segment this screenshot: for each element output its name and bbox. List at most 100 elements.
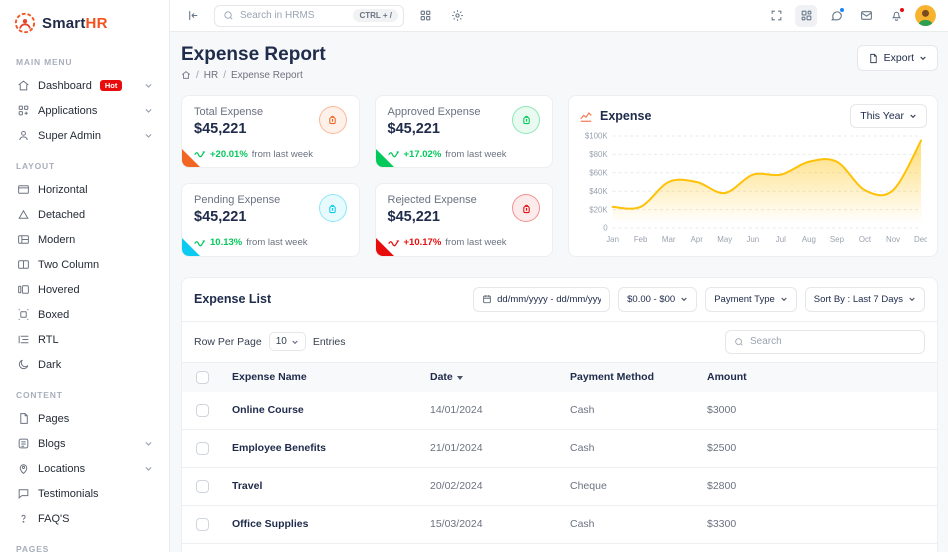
sidebar-item-modern[interactable]: Modern: [12, 227, 157, 252]
cell-payment-method: Cheque: [560, 543, 697, 552]
sidebar-item-label: Blogs: [38, 438, 66, 450]
sidebar-section-label: CONTENT: [16, 390, 153, 400]
sidebar-item-super-admin[interactable]: Super Admin: [12, 123, 157, 148]
boxed-icon: [16, 308, 30, 322]
rows-per-page-select[interactable]: 10: [269, 332, 306, 351]
money-bag-icon: [512, 194, 540, 222]
cell-amount: $3000: [697, 392, 937, 430]
stat-label: Approved Expense: [388, 106, 481, 118]
cell-date: 14/01/2024: [420, 392, 560, 430]
stat-change: +20.01%: [210, 149, 248, 160]
cell-payment-method: Cash: [560, 505, 697, 543]
column-header-expense-name[interactable]: Expense Name: [222, 363, 420, 392]
stat-change-note: from last week: [252, 149, 313, 160]
sidebar-item-two-column[interactable]: Two Column: [12, 252, 157, 277]
chevron-down-icon: [680, 295, 688, 303]
stat-card-approved-expense: Approved Expense$45,221+17.02%from last …: [375, 95, 554, 169]
fullscreen-icon[interactable]: [765, 5, 787, 27]
sidebar-item-label: RTL: [38, 334, 59, 346]
sort-desc-icon: [457, 376, 463, 380]
card-corner-ribbon: [376, 238, 394, 256]
chat-icon[interactable]: [825, 5, 847, 27]
modern-icon: [16, 233, 30, 247]
sidebar-item-label: Locations: [38, 463, 85, 475]
sidebar-item-locations[interactable]: Locations: [12, 456, 157, 481]
locations-icon: [16, 462, 30, 476]
stat-trend: +17.02%from last week: [388, 149, 541, 160]
date-range-input[interactable]: [497, 294, 601, 305]
settings-gear-icon[interactable]: [446, 5, 468, 27]
sidebar-item-dashboard[interactable]: DashboardHot: [12, 73, 157, 98]
sort-by-filter[interactable]: Sort By : Last 7 Days: [805, 287, 925, 312]
table-search: [725, 330, 925, 354]
mail-icon[interactable]: [855, 5, 877, 27]
row-checkbox[interactable]: [196, 518, 209, 531]
payment-type-filter[interactable]: Payment Type: [705, 287, 797, 312]
stat-value: $45,221: [194, 209, 280, 225]
stat-value: $45,221: [194, 121, 263, 137]
sidebar-item-testimonials[interactable]: Testimonials: [12, 481, 157, 506]
page-title: Expense Report: [181, 45, 326, 66]
sidebar-item-label: Applications: [38, 105, 97, 117]
svg-text:Aug: Aug: [802, 235, 816, 244]
global-search: CTRL + /: [214, 5, 404, 27]
global-search-input[interactable]: [240, 10, 347, 21]
breadcrumb-item-current: Expense Report: [231, 70, 303, 81]
cell-payment-method: Cheque: [560, 467, 697, 505]
sidebar-item-dark[interactable]: Dark: [12, 352, 157, 377]
chevron-down-icon: [144, 439, 153, 448]
cell-amount: $3300: [697, 505, 937, 543]
row-checkbox[interactable]: [196, 442, 209, 455]
date-range-filter[interactable]: [473, 287, 610, 312]
apps-grid-icon[interactable]: [414, 5, 436, 27]
expense-table: Expense Name Date Payment Method Amount …: [182, 363, 937, 552]
user-avatar[interactable]: [915, 5, 936, 26]
column-header-payment-method[interactable]: Payment Method: [560, 363, 697, 392]
bell-notification-dot: [899, 7, 905, 13]
cell-payment-method: Cash: [560, 429, 697, 467]
sidebar-item-pages[interactable]: Pages: [12, 406, 157, 431]
home-icon[interactable]: [181, 70, 191, 80]
topbar-actions: [765, 5, 936, 27]
stat-cards-grid: Total Expense$45,221+20.01%from last wee…: [181, 95, 553, 257]
sidebar-item-detached[interactable]: Detached: [12, 202, 157, 227]
faq-icon: [16, 512, 30, 526]
sidebar-item-applications[interactable]: Applications: [12, 98, 157, 123]
column-header-date[interactable]: Date: [420, 363, 560, 392]
row-checkbox[interactable]: [196, 404, 209, 417]
sidebar-item-hovered[interactable]: Hovered: [12, 277, 157, 302]
select-all-checkbox[interactable]: [196, 371, 209, 384]
sidebar-item-horizontal[interactable]: Horizontal: [12, 177, 157, 202]
stat-change-note: from last week: [445, 237, 506, 248]
sidebar-collapse-icon[interactable]: [182, 5, 204, 27]
svg-text:Oct: Oct: [859, 235, 872, 244]
svg-text:$20K: $20K: [589, 205, 608, 214]
cell-expense-name: Employee Benefits: [222, 429, 420, 467]
layout-kanban-icon[interactable]: [795, 5, 817, 27]
summary-cards: Total Expense$45,221+20.01%from last wee…: [181, 95, 938, 257]
sidebar-item-rtl[interactable]: RTL: [12, 327, 157, 352]
amount-range-filter[interactable]: $0.00 - $00: [618, 287, 697, 312]
table-search-input[interactable]: [750, 336, 916, 347]
sidebar-item-boxed[interactable]: Boxed: [12, 302, 157, 327]
svg-text:$100K: $100K: [585, 132, 609, 141]
sidebar-item-faq-s[interactable]: FAQ'S: [12, 506, 157, 531]
stat-change: 10.13%: [210, 237, 242, 248]
export-button[interactable]: Export: [857, 45, 938, 71]
breadcrumb-item[interactable]: HR: [204, 70, 218, 81]
sidebar-item-blogs[interactable]: Blogs: [12, 431, 157, 456]
chart-period-select[interactable]: This Year: [850, 104, 927, 128]
apps-icon: [16, 104, 30, 118]
svg-text:Jun: Jun: [746, 235, 759, 244]
detached-icon: [16, 208, 30, 222]
stat-value: $45,221: [388, 209, 477, 225]
sidebar-item-label: Two Column: [38, 259, 99, 271]
row-checkbox[interactable]: [196, 480, 209, 493]
cell-date: 15/03/2024: [420, 505, 560, 543]
bell-icon[interactable]: [885, 5, 907, 27]
column-header-amount[interactable]: Amount: [697, 363, 937, 392]
brand-logo[interactable]: SmartHR: [12, 10, 157, 44]
rows-per-page: Row Per Page 10 Entries: [194, 332, 346, 351]
cell-expense-name: Office Supplies: [222, 505, 420, 543]
svg-text:Mar: Mar: [662, 235, 676, 244]
